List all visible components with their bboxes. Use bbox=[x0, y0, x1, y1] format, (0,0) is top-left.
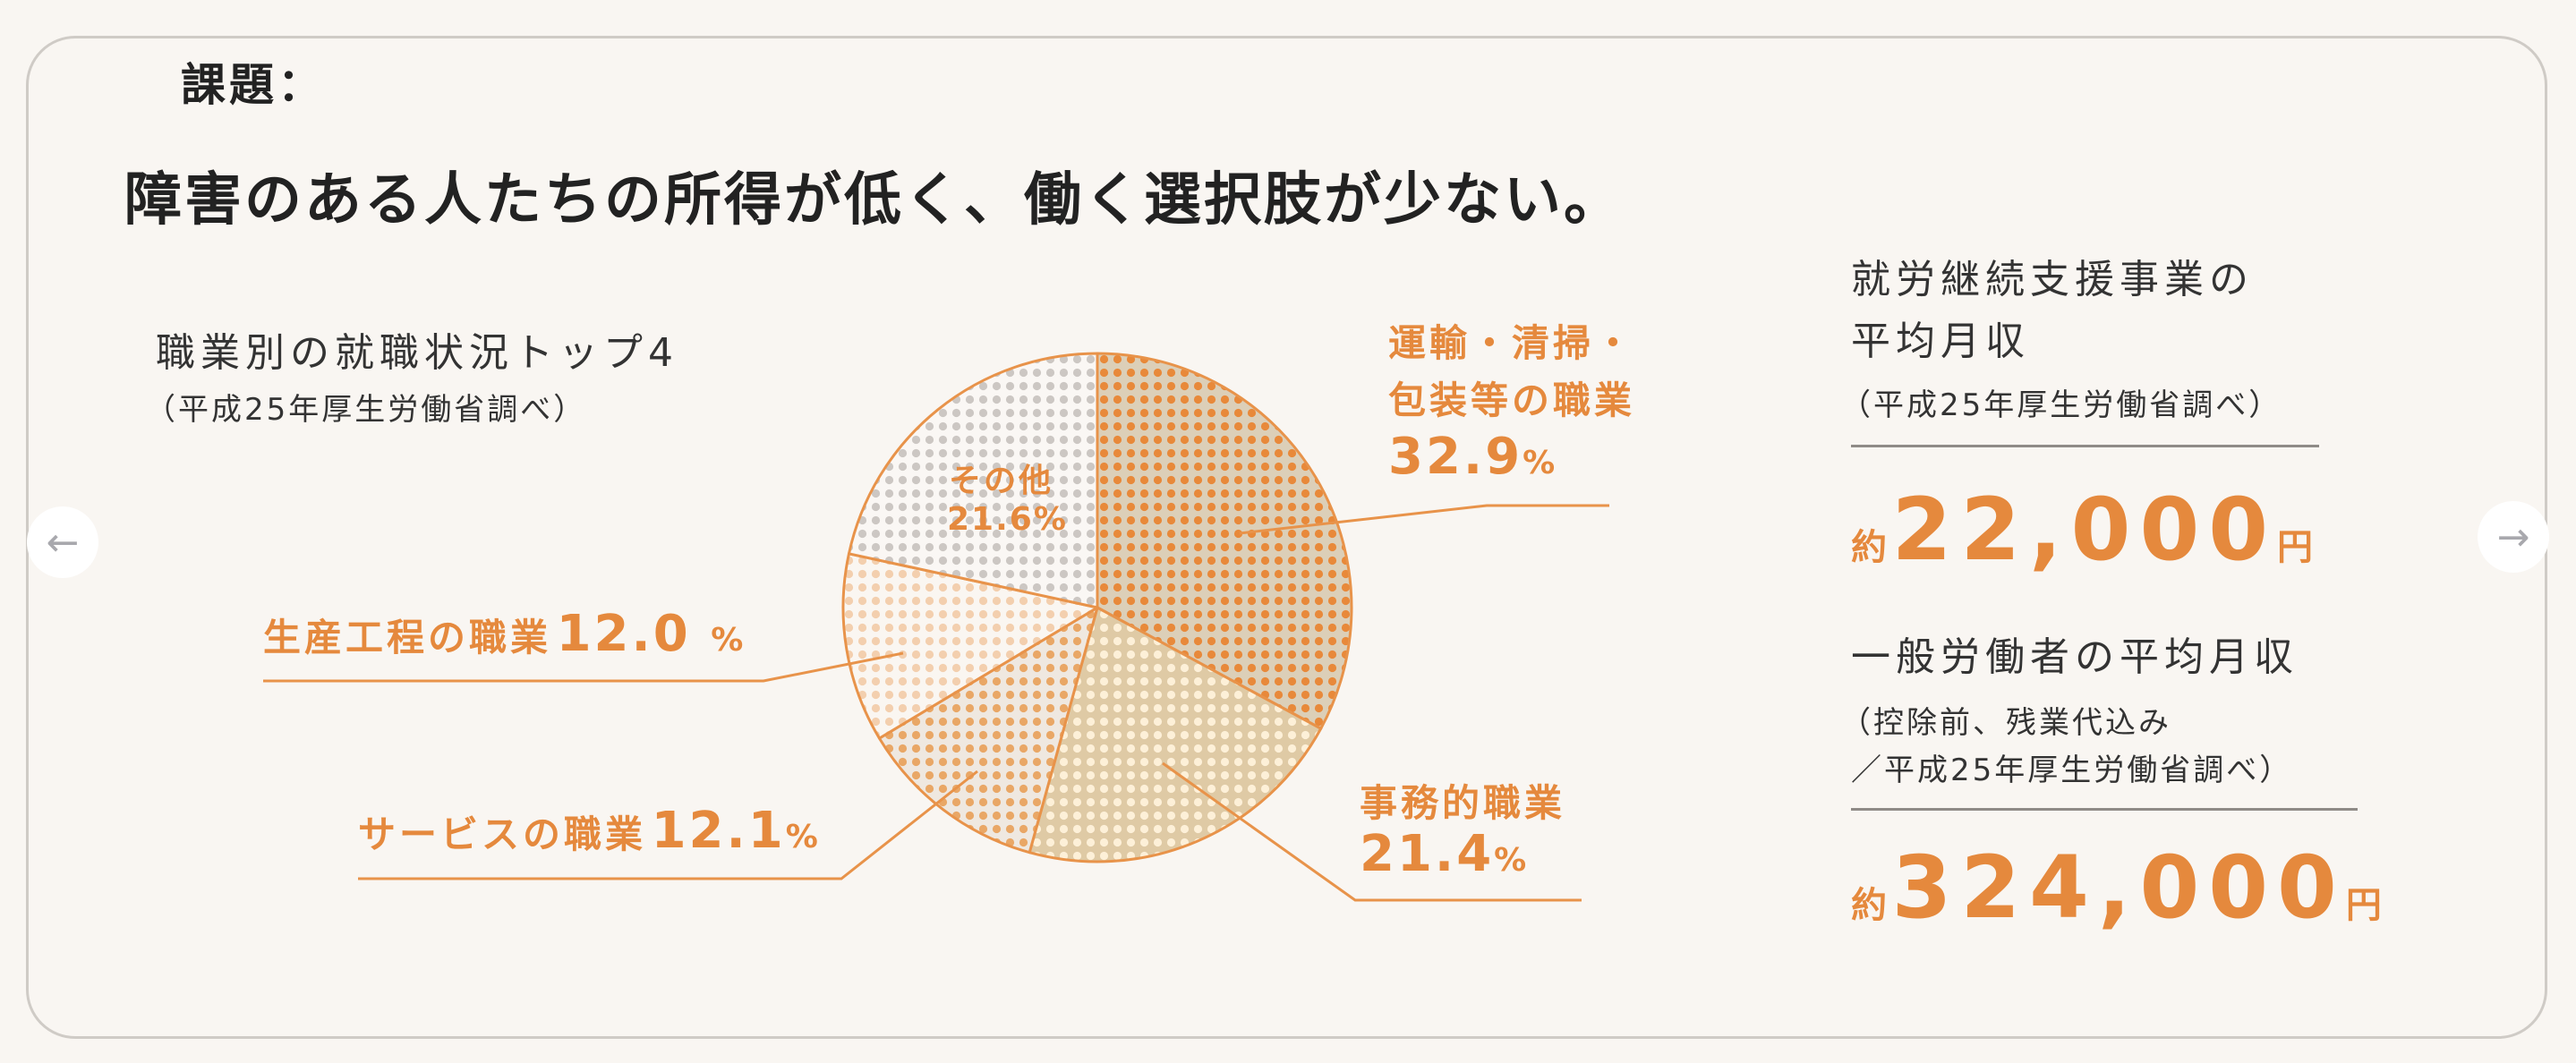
leader-line-service bbox=[358, 770, 978, 880]
value-clerical: 21.4% bbox=[1360, 825, 1530, 883]
block1-amount: 約 22,000円 bbox=[1851, 480, 2314, 580]
value-other: 21.6% bbox=[947, 501, 1068, 538]
pie-slice-3 bbox=[877, 606, 1099, 855]
block2-note-line2: ／平成25年厚生労働省調べ） bbox=[1851, 753, 2293, 788]
pie-slice-2 bbox=[1028, 606, 1323, 863]
page-heading: 障害のある人たちの所得が低く、働く選択肢が少ない。 bbox=[124, 167, 1624, 234]
block1-divider bbox=[1851, 445, 2319, 447]
next-slide-button[interactable]: → bbox=[2478, 501, 2549, 573]
label-transport-line2: 包装等の職業 bbox=[1388, 378, 1636, 422]
label-clerical: 事務的職業 bbox=[1360, 781, 1566, 825]
block2-title: 一般労働者の平均月収 bbox=[1851, 634, 2299, 680]
prev-slide-button[interactable]: ← bbox=[27, 506, 98, 578]
leader-line-production bbox=[263, 651, 904, 683]
label-other: その他 bbox=[949, 463, 1054, 499]
block2-note-line1: （控除前、残業代込み bbox=[1840, 705, 2171, 741]
label-service: サービスの職業 12.1% bbox=[358, 802, 821, 860]
leader-line-clerical bbox=[1162, 761, 1582, 902]
arrow-left-icon: ← bbox=[46, 519, 80, 566]
label-production: 生産工程の職業 12.0 % bbox=[263, 605, 746, 663]
section-label: 課題： bbox=[154, 49, 353, 114]
block2-amount: 約 324,000円 bbox=[1851, 838, 2382, 938]
leader-line-transport bbox=[1239, 504, 1609, 535]
chart-title: 職業別の就職状況トップ4 bbox=[156, 330, 678, 376]
block1-title-line2: 平均月収 bbox=[1851, 319, 2030, 364]
block1-title-line1: 就労継続支援事業の bbox=[1851, 257, 2254, 302]
block1-note: （平成25年厚生労働省調べ） bbox=[1840, 387, 2282, 423]
pie-slice-1 bbox=[1096, 352, 1353, 730]
pie-slice-5 bbox=[847, 352, 1099, 609]
block2-divider bbox=[1851, 808, 2358, 811]
label-transport-line1: 運輸・清掃・ bbox=[1388, 321, 1636, 365]
chart-source: （平成25年厚生労働省調べ） bbox=[145, 392, 587, 428]
value-transport: 32.9% bbox=[1388, 428, 1558, 486]
arrow-right-icon: → bbox=[2496, 514, 2530, 560]
pie-slice-4 bbox=[841, 552, 1099, 740]
